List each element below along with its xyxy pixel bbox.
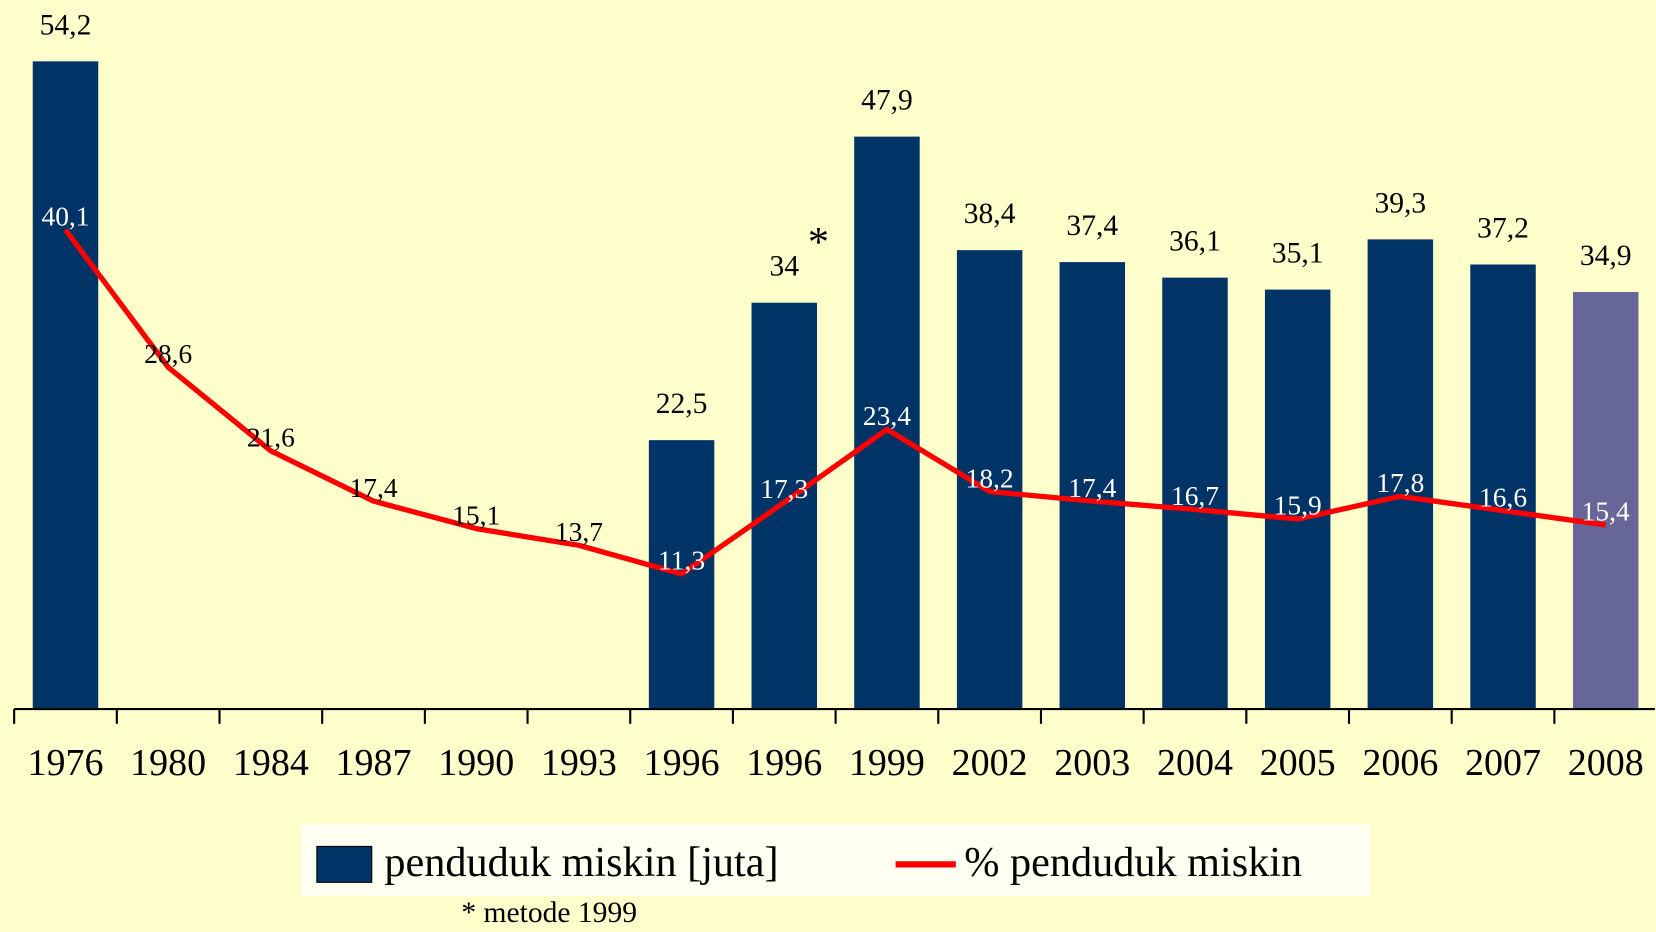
line-value-label: 16,6	[1479, 482, 1527, 512]
x-tick-label: 1984	[233, 742, 309, 784]
bar	[854, 136, 920, 710]
x-tick-label: 2007	[1465, 742, 1541, 784]
x-tick-label: 1993	[541, 742, 617, 784]
x-tick-label: 1976	[27, 742, 103, 784]
x-tick-label: 2005	[1260, 742, 1336, 784]
x-tick-label: 1996	[746, 742, 822, 784]
line	[63, 228, 1607, 577]
bar	[751, 302, 818, 710]
x-tick-label: 2008	[1568, 742, 1644, 784]
x-tick-label: 2003	[1054, 742, 1130, 784]
bar	[1572, 291, 1639, 710]
x-tick-label: 2002	[952, 742, 1028, 784]
line-value-label: 21,6	[247, 423, 295, 453]
bar-value-label: 54,2	[40, 9, 92, 41]
bar	[32, 61, 99, 710]
bar-value-label: 36,1	[1169, 226, 1221, 258]
line-value-label: 17,8	[1376, 468, 1424, 498]
x-tick-label: 1996	[644, 742, 720, 784]
bar-value-label: 38,4	[964, 198, 1016, 230]
line-value-label: 11,3	[658, 546, 705, 576]
bar	[1162, 277, 1228, 710]
bar-value-label: 22,5	[656, 388, 708, 420]
legend-swatch-bar	[316, 845, 373, 883]
bar-value-label: 34	[769, 251, 799, 283]
annotation-asterisk: *	[808, 219, 829, 266]
bar	[1367, 239, 1434, 710]
x-tick-label: 2004	[1157, 742, 1233, 784]
bar	[1264, 289, 1331, 710]
x-tick-label: 1980	[130, 742, 206, 784]
bar-value-label: 39,3	[1374, 187, 1426, 219]
bar-value-label: 34,9	[1580, 240, 1632, 272]
x-tick-label: 2006	[1362, 742, 1438, 784]
line-value-label: 17,3	[760, 474, 808, 504]
line-value-label: 17,4	[350, 473, 398, 503]
line-value-label: 28,6	[144, 339, 192, 369]
line-value-label: 15,9	[1274, 491, 1322, 521]
x-tick-label: 1987	[336, 742, 412, 784]
bar-value-label: 35,1	[1272, 238, 1324, 270]
line-value-label: 15,1	[452, 500, 500, 530]
bar-value-label: 37,2	[1477, 212, 1529, 244]
line-value-label: 16,7	[1171, 481, 1219, 511]
bar	[1470, 264, 1536, 710]
legend-label: % penduduk miskin	[964, 839, 1302, 886]
x-tick-label: 1999	[849, 742, 925, 784]
line-value-label: 40,1	[41, 202, 89, 232]
legend-label: penduduk miskin [juta]	[384, 839, 778, 886]
line-value-label: 23,4	[863, 401, 911, 431]
line-value-label: 13,7	[555, 517, 603, 547]
line-value-label: 15,4	[1582, 497, 1630, 527]
footnote: * metode 1999	[461, 897, 637, 929]
bar-value-label: 37,4	[1066, 210, 1118, 242]
line-value-label: 18,2	[966, 463, 1014, 493]
legend-box	[300, 824, 1371, 897]
bar-value-label: 47,9	[861, 85, 913, 117]
line-value-label: 17,4	[1068, 473, 1116, 503]
bar	[1059, 262, 1126, 710]
x-tick-label: 1990	[438, 742, 514, 784]
